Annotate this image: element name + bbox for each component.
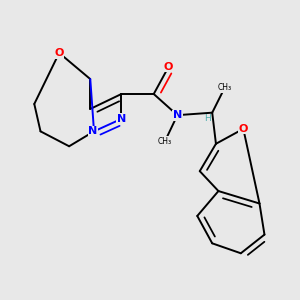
Text: CH₃: CH₃ [158, 137, 172, 146]
Text: N: N [173, 110, 182, 120]
Text: CH₃: CH₃ [218, 83, 232, 92]
Text: N: N [117, 114, 126, 124]
Text: H: H [204, 114, 211, 123]
Text: N: N [88, 126, 98, 136]
Text: O: O [238, 124, 248, 134]
Text: O: O [164, 61, 173, 72]
Text: O: O [55, 48, 64, 58]
